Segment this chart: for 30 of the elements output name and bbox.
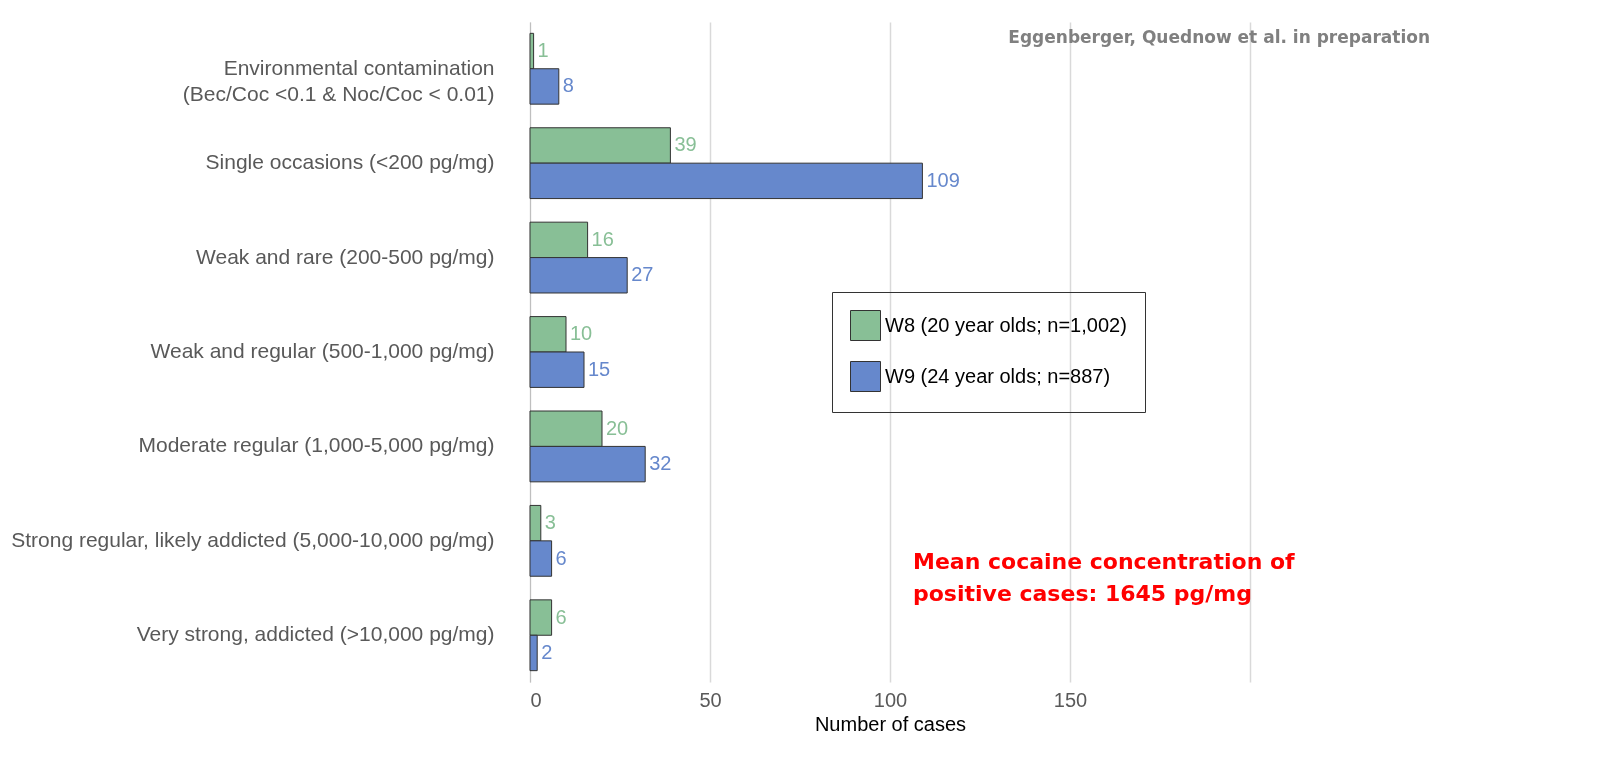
legend-label: W9 (24 year olds; n=887)	[885, 364, 1111, 387]
data-label: 20	[606, 416, 629, 439]
data-label: 6	[555, 605, 567, 628]
annotation: Eggenberger, Quednow et al. in preparation	[1008, 27, 1430, 47]
data-label: 16	[591, 227, 614, 250]
data-label: 27	[631, 263, 654, 286]
x-tick-label: 50	[699, 688, 722, 711]
x-axis-title: Number of cases	[814, 712, 967, 735]
data-label: 3	[544, 511, 556, 534]
y-tick-label: Strong regular, likely addicted (5,000-10,000 pg/mg)	[11, 527, 495, 551]
y-tick-label: Environmental contamination (Bec/Coc <0.1 & Noc/Coc < 0.01)	[182, 55, 495, 105]
legend-label: W8 (20 year olds; n=1,002)	[885, 313, 1127, 336]
y-tick-label: Moderate regular (1,000-5,000 pg/mg)	[138, 433, 495, 457]
y-tick-label: Weak and regular (500-1,000 pg/mg)	[150, 339, 495, 362]
data-label: 1	[537, 39, 549, 62]
data-label: 6	[555, 546, 567, 569]
data-label: 8	[562, 74, 574, 97]
data-label: 10	[570, 322, 593, 345]
x-tick-label: 150	[1053, 688, 1088, 711]
data-label: 109	[926, 168, 960, 191]
data-label: 32	[649, 452, 672, 475]
data-label: 39	[674, 133, 697, 156]
y-tick-label: Weak and rare (200-500 pg/mg)	[196, 244, 495, 268]
data-label: 2	[541, 640, 553, 663]
data-label: 15	[588, 357, 611, 380]
annotation: Mean cocaine concentration of positive cases: 1645 pg/mg	[913, 549, 1296, 606]
x-tick-label: 0	[530, 688, 542, 711]
x-tick-label: 100	[873, 688, 908, 711]
y-tick-label: Single occasions (<200 pg/mg)	[205, 150, 495, 174]
y-tick-label: Very strong, addicted (>10,000 pg/mg)	[136, 622, 495, 646]
